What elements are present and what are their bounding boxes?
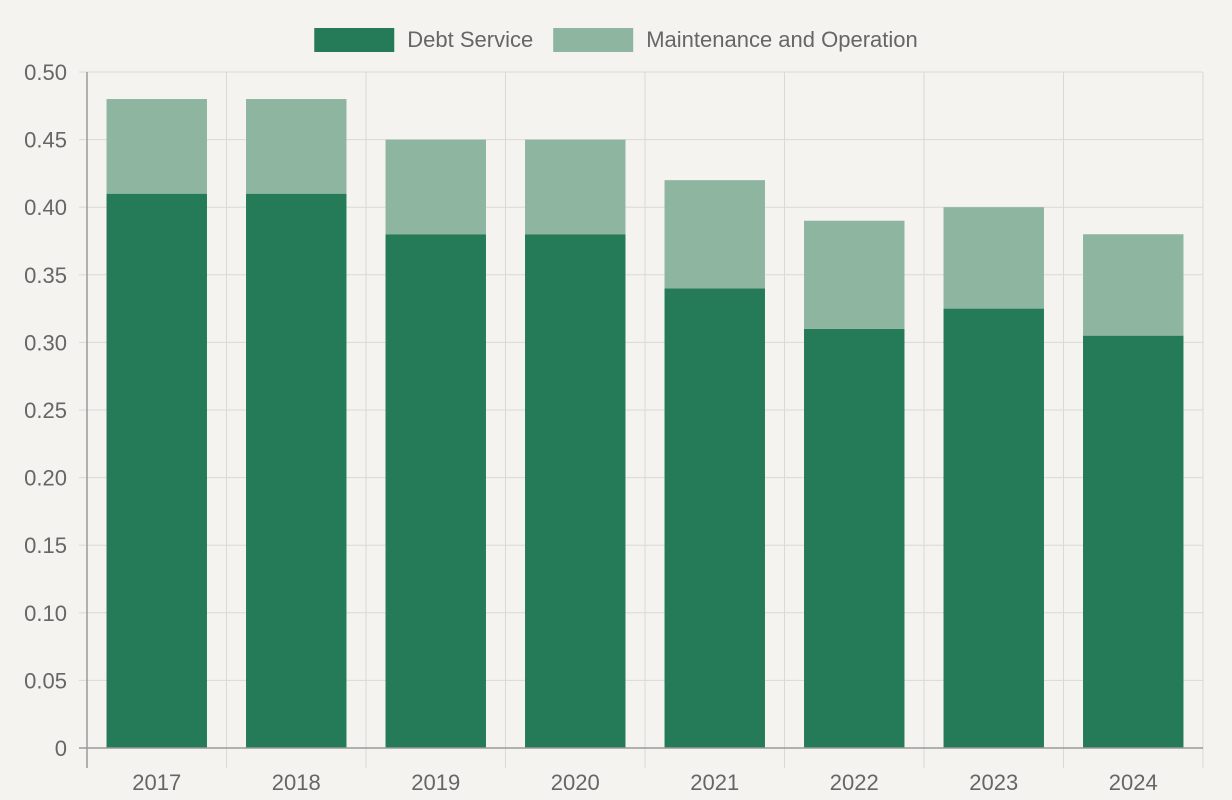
y-tick-label: 0 bbox=[55, 736, 67, 761]
x-tick-label: 2023 bbox=[969, 770, 1018, 795]
bar-maintenance-operation[interactable] bbox=[943, 207, 1044, 309]
y-tick-label: 0.40 bbox=[24, 195, 67, 220]
bar-debt-service[interactable] bbox=[664, 288, 765, 748]
chart-axes bbox=[79, 72, 1203, 768]
y-tick-label: 0.20 bbox=[24, 466, 67, 491]
bar-debt-service[interactable] bbox=[246, 193, 347, 748]
bar-maintenance-operation[interactable] bbox=[804, 220, 905, 329]
legend-label[interactable]: Maintenance and Operation bbox=[646, 27, 918, 52]
bar-maintenance-operation[interactable] bbox=[385, 139, 486, 235]
y-tick-label: 0.15 bbox=[24, 533, 67, 558]
bar-maintenance-operation[interactable] bbox=[1083, 234, 1184, 336]
y-axis-ticks: 0 0.05 0.10 0.15 0.20 0.25 0.30 0.35 0.40 0.45 0.5… bbox=[24, 60, 67, 761]
y-tick-label: 0.45 bbox=[24, 128, 67, 153]
y-tick-label: 0.50 bbox=[24, 60, 67, 85]
bar-debt-service[interactable] bbox=[385, 234, 486, 749]
bar-maintenance-operation[interactable] bbox=[664, 180, 765, 289]
x-tick-label: 2021 bbox=[690, 770, 739, 795]
legend-label[interactable]: Debt Service bbox=[407, 27, 533, 52]
chart-legend: Debt Service Maintenance and Operation bbox=[314, 27, 918, 52]
legend-swatch-debt-service[interactable] bbox=[314, 28, 395, 52]
x-tick-label: 2024 bbox=[1109, 770, 1158, 795]
x-tick-label: 2022 bbox=[830, 770, 879, 795]
bar-debt-service[interactable] bbox=[804, 328, 905, 748]
y-tick-label: 0.05 bbox=[24, 668, 67, 693]
bar-debt-service[interactable] bbox=[943, 308, 1044, 748]
x-tick-label: 2019 bbox=[411, 770, 460, 795]
legend-swatch-maintenance-operation[interactable] bbox=[553, 28, 634, 52]
y-tick-label: 0.35 bbox=[24, 263, 67, 288]
bar-maintenance-operation[interactable] bbox=[106, 99, 207, 194]
bar-maintenance-operation[interactable] bbox=[246, 99, 347, 194]
x-tick-label: 2020 bbox=[551, 770, 600, 795]
x-axis-ticks: 2017 2018 2019 2020 2021 2022 2023 2024 bbox=[132, 770, 1157, 795]
x-tick-label: 2018 bbox=[272, 770, 321, 795]
y-tick-label: 0.25 bbox=[24, 398, 67, 423]
chart-bars bbox=[106, 99, 1184, 749]
x-tick-label: 2017 bbox=[132, 770, 181, 795]
bar-debt-service[interactable] bbox=[525, 234, 626, 749]
y-tick-label: 0.10 bbox=[24, 601, 67, 626]
bar-debt-service[interactable] bbox=[106, 193, 207, 748]
y-tick-label: 0.30 bbox=[24, 330, 67, 355]
bar-debt-service[interactable] bbox=[1083, 335, 1184, 748]
bar-maintenance-operation[interactable] bbox=[525, 139, 626, 235]
